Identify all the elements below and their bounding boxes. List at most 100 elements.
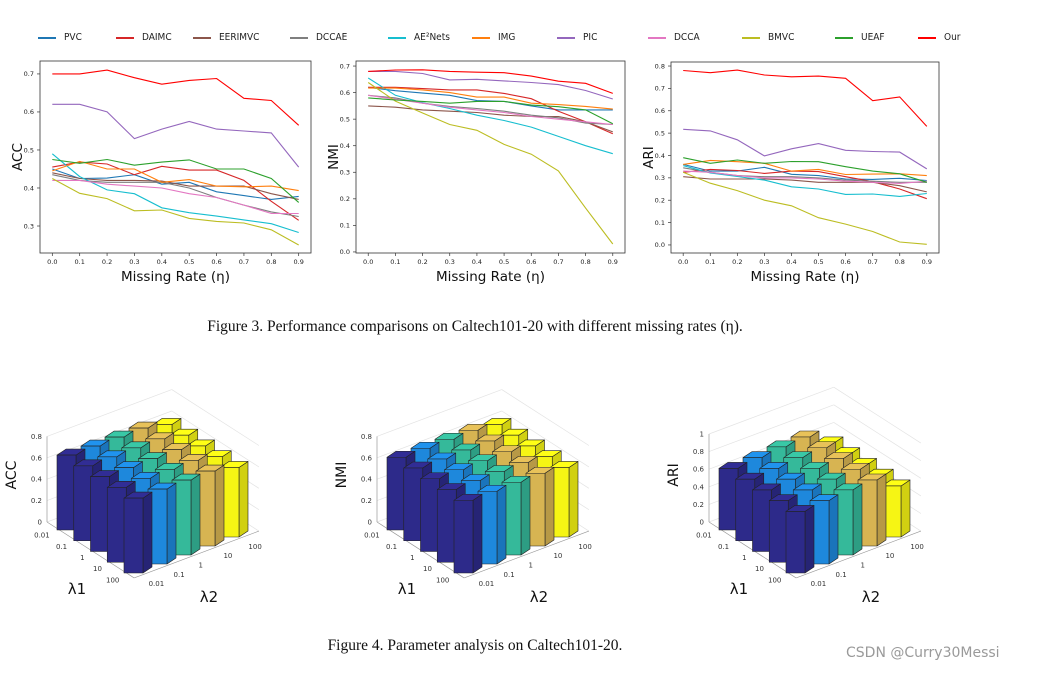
bar-front-face: [718, 468, 739, 531]
series-line-bmvc: [682, 171, 927, 245]
lambda2-tick-label: 10: [223, 552, 232, 560]
lambda2-axis: [795, 530, 922, 579]
bar: [549, 461, 579, 538]
bar-front-face: [453, 499, 474, 574]
bar-front-face: [386, 456, 407, 531]
y-axis-label: ACC: [10, 143, 26, 171]
grid-line: [376, 389, 502, 437]
grid-line: [171, 389, 260, 446]
watermark: CSDN @Curry30Messi: [846, 645, 1000, 661]
lambda1-tick-label: 0.01: [696, 532, 712, 540]
series-line-ueaf: [368, 97, 614, 125]
lambda1-tick-label: 0.01: [34, 532, 50, 540]
x-tick-label: 0.6: [840, 258, 850, 266]
legend-item: IMG: [472, 32, 515, 43]
x-tick-label: 0.5: [184, 258, 194, 266]
z-tick-label: 0: [700, 519, 704, 527]
legend-item: UEAF: [835, 32, 885, 43]
series-line-pic: [368, 70, 613, 100]
y-tick-label: 0.1: [340, 222, 350, 230]
series-line-img: [683, 159, 927, 177]
z-tick-label: 0.4: [693, 483, 705, 491]
lambda1-tick-label: 10: [93, 565, 102, 573]
grid-line: [501, 389, 590, 446]
x-tick-label: 0.3: [759, 258, 769, 266]
lambda1-axis-label: λ1: [68, 580, 86, 598]
bar-side-face: [520, 475, 531, 556]
bar: [857, 473, 887, 547]
bar: [785, 505, 815, 574]
legend-label: EERIMVC: [219, 32, 260, 43]
legend-swatch: [835, 36, 853, 39]
bar: [833, 483, 863, 556]
series-line-eerimvc: [368, 105, 613, 133]
x-tick-label: 0.7: [239, 258, 249, 266]
legend-label: IMG: [498, 32, 516, 43]
bar: [881, 479, 911, 538]
z-tick-label: 0.6: [693, 466, 705, 474]
lambda2-tick-label: 100: [248, 543, 261, 551]
series-line-aenets: [51, 153, 299, 234]
x-tick-label: 0.4: [157, 258, 167, 266]
z-tick-label: 0.2: [693, 501, 704, 509]
x-tick-label: 0.9: [294, 258, 304, 266]
bar-front-face: [735, 478, 756, 542]
x-tick-label: 0.2: [417, 258, 427, 266]
x-tick-label: 0.7: [868, 258, 878, 266]
bar-front-face: [123, 497, 144, 574]
bar-side-face: [544, 466, 555, 547]
bar-front-face: [768, 500, 789, 563]
legend-swatch: [388, 36, 406, 39]
bar-side-face: [852, 483, 863, 556]
lambda1-tick-label: 1: [410, 554, 414, 562]
series-line-ueaf: [683, 157, 927, 183]
lambda2-tick-label: 1: [199, 562, 203, 570]
z-tick-label: 0.2: [31, 497, 42, 505]
z-tick-label: 0.4: [361, 476, 373, 484]
bar-front-face: [90, 476, 110, 552]
bar-front-face: [56, 454, 77, 531]
x-tick-label: 0.5: [499, 258, 509, 266]
x-tick-label: 0.3: [445, 258, 455, 266]
legend-swatch: [742, 36, 760, 39]
y-tick-label: 0.4: [340, 142, 350, 150]
series-line-dccae: [52, 174, 299, 218]
series-line-our: [368, 69, 613, 94]
y-tick-label: 0.1: [655, 219, 665, 227]
legend-item: DCCA: [648, 32, 700, 43]
bar-side-face: [190, 473, 201, 556]
legend-item: DAIMC: [116, 32, 172, 43]
z-tick-label: 0.4: [31, 476, 43, 484]
series-line-eerimvc: [52, 172, 299, 200]
line-chart-ari: 0.0 0.1 0.2 0.3 0.4 0.5 0.6 0.7 0.8 0.9 0.0 0.1 0.2 0…: [641, 61, 940, 285]
bar-side-face: [568, 461, 579, 538]
series-line-bmvc: [52, 178, 299, 246]
series-line-daimc: [368, 86, 614, 135]
bar-front-face: [403, 467, 424, 542]
lambda2-tick-label: 0.01: [149, 580, 165, 588]
x-tick-label: 0.3: [129, 258, 139, 266]
bar: [809, 494, 839, 565]
legend-label: UEAF: [861, 32, 885, 43]
z-tick-label: 0.8: [693, 448, 704, 456]
bar-side-face: [166, 482, 177, 565]
legend-label: PVC: [64, 32, 82, 43]
y-tick-label: 0.3: [340, 169, 350, 177]
bar-front-face: [106, 487, 127, 563]
lambda1-tick-label: 1: [742, 554, 746, 562]
lambda2-tick-label: 1: [861, 562, 865, 570]
bar-front-face: [73, 465, 94, 542]
bar3d-chart-ari: 0 0.2 0.4 0.6 0.8 1 0.01 0.1 1 10 100 0.01 0.1 1 10 100…: [666, 386, 924, 606]
lambda1-tick-label: 0.1: [386, 543, 397, 551]
series-line-aenets: [367, 77, 613, 155]
series-line-img: [52, 160, 299, 192]
x-axis-label: Missing Rate (η): [121, 269, 230, 285]
lambda2-axis-label: λ2: [862, 588, 880, 606]
x-tick-label: 0.0: [363, 258, 373, 266]
y-tick-label: 0.6: [340, 89, 350, 97]
lambda1-tick-label: 100: [768, 576, 781, 584]
grid-line: [833, 386, 922, 444]
x-axis-label: Missing Rate (η): [436, 269, 545, 285]
series-line-ueaf: [52, 158, 300, 203]
